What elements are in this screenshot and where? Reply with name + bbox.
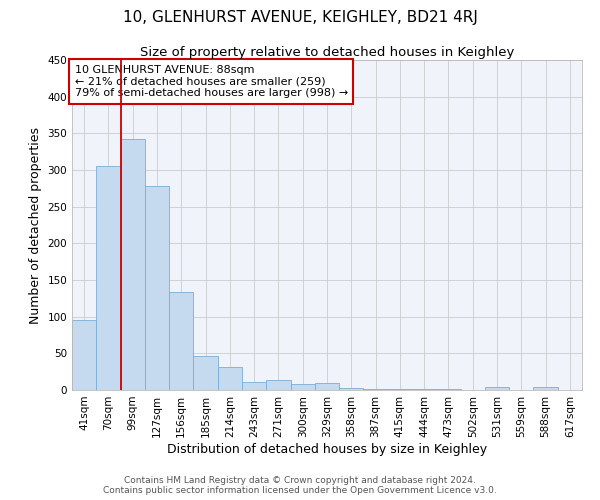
Bar — [72, 320, 96, 390]
Bar — [96, 166, 121, 390]
Bar — [121, 139, 145, 390]
Bar — [145, 186, 169, 390]
Bar — [169, 292, 193, 390]
Bar — [290, 384, 315, 390]
Text: 10, GLENHURST AVENUE, KEIGHLEY, BD21 4RJ: 10, GLENHURST AVENUE, KEIGHLEY, BD21 4RJ — [122, 10, 478, 25]
Bar — [388, 388, 412, 390]
Text: 10 GLENHURST AVENUE: 88sqm
← 21% of detached houses are smaller (259)
79% of sem: 10 GLENHURST AVENUE: 88sqm ← 21% of deta… — [74, 65, 348, 98]
Y-axis label: Number of detached properties: Number of detached properties — [29, 126, 42, 324]
Bar — [218, 368, 242, 390]
Bar — [485, 387, 509, 390]
Text: Contains HM Land Registry data © Crown copyright and database right 2024.
Contai: Contains HM Land Registry data © Crown c… — [103, 476, 497, 495]
Bar — [193, 356, 218, 390]
X-axis label: Distribution of detached houses by size in Keighley: Distribution of detached houses by size … — [167, 442, 487, 456]
Bar — [533, 387, 558, 390]
Bar — [242, 382, 266, 390]
Bar — [315, 382, 339, 390]
Bar — [339, 388, 364, 390]
Title: Size of property relative to detached houses in Keighley: Size of property relative to detached ho… — [140, 46, 514, 59]
Bar — [266, 380, 290, 390]
